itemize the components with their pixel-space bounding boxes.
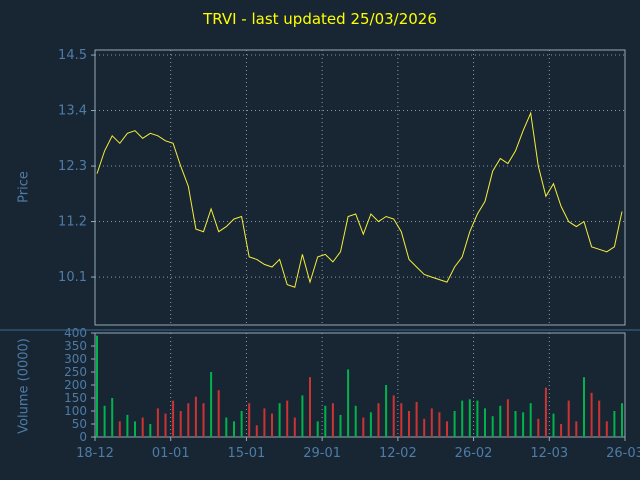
volume-bar: [316, 421, 319, 437]
price-line: [96, 111, 623, 288]
volume-bar: [552, 413, 555, 437]
volume-bar: [506, 399, 509, 437]
volume-bar: [476, 400, 479, 437]
chart-title: TRVI - last updated 25/03/2026: [203, 10, 437, 28]
volume-tick-label: 250: [64, 365, 87, 379]
volume-bar: [453, 411, 456, 437]
volume-bar: [392, 395, 395, 437]
volume-bar: [499, 405, 502, 437]
x-tick-label: 26-02: [455, 446, 493, 461]
volume-bar: [438, 412, 441, 437]
volume-bar: [172, 400, 175, 437]
volume-bar: [583, 377, 585, 437]
volume-bar: [446, 421, 448, 437]
volume-bar: [225, 417, 228, 437]
volume-bar: [468, 399, 471, 437]
volume-bar: [164, 413, 167, 437]
volume-bar: [134, 421, 136, 437]
volume-bar: [544, 387, 547, 437]
volume-bar: [377, 403, 380, 437]
volume-bar: [514, 411, 517, 437]
x-tick-label: 18-12: [76, 446, 114, 461]
price-tick-label: 14.5: [58, 48, 87, 63]
volume-bar: [179, 411, 182, 437]
volume-bar: [567, 400, 570, 437]
volume-bar: [400, 403, 403, 437]
x-tick-label: 01-01: [152, 446, 190, 461]
x-tick-label: 29-01: [303, 446, 341, 461]
price-tick-label: 11.2: [58, 215, 87, 230]
volume-bar: [369, 412, 372, 437]
volume-bar: [430, 408, 433, 437]
volume-bar: [187, 403, 190, 437]
x-tick-label: 15-01: [228, 446, 266, 461]
volume-bar: [149, 424, 152, 437]
x-tick-label: 26-03: [606, 446, 640, 461]
volume-bar: [111, 398, 114, 437]
x-tick-label: 12-03: [530, 446, 568, 461]
x-tick-label: 12-02: [379, 446, 417, 461]
volume-bar: [415, 401, 418, 437]
volume-bar: [271, 413, 273, 437]
volume-panel-frame: [94, 332, 626, 438]
volume-bar: [278, 403, 281, 437]
volume-bar: [529, 403, 532, 437]
volume-bar: [248, 403, 251, 437]
volume-bar: [491, 416, 494, 437]
price-tick-label: 12.3: [58, 159, 87, 174]
volume-bar: [484, 408, 486, 437]
volume-bar: [408, 411, 410, 437]
volume-tick-label: 350: [64, 339, 87, 353]
volume-tick-label: 100: [64, 404, 87, 418]
volume-tick-label: 150: [64, 391, 87, 405]
volume-bar: [598, 400, 601, 437]
volume-bar: [590, 392, 593, 437]
volume-bar: [202, 403, 205, 437]
volume-bar: [301, 395, 304, 437]
volume-bar: [156, 408, 159, 437]
volume-tick-label: 200: [64, 378, 87, 392]
volume-bar: [240, 411, 243, 437]
volume-bar: [96, 335, 98, 437]
volume-bar: [286, 400, 289, 437]
volume-tick-label: 400: [64, 326, 87, 340]
volume-bar: [347, 369, 350, 437]
volume-tick-label: 50: [72, 417, 87, 431]
volume-tick-label: 300: [64, 352, 87, 366]
volume-bar: [233, 421, 235, 437]
volume-bar: [613, 411, 616, 437]
volume-bar: [309, 377, 311, 437]
price-tick-label: 10.1: [58, 270, 87, 285]
volume-bar: [605, 421, 608, 437]
volume-bar: [354, 405, 357, 437]
volume-bar: [560, 424, 563, 437]
price-panel-frame: [94, 49, 626, 326]
volume-bar: [362, 417, 365, 437]
volume-bar: [331, 403, 334, 437]
volume-bar: [263, 408, 266, 437]
volume-bar: [210, 372, 213, 437]
volume-bar: [385, 385, 388, 437]
volume-bar: [621, 403, 623, 437]
volume-bar: [575, 421, 578, 437]
volume-bar: [537, 418, 540, 437]
volume-bar: [118, 421, 121, 437]
volume-bar: [217, 390, 220, 437]
volume-bar: [339, 414, 342, 437]
volume-bar: [194, 396, 197, 437]
volume-bar: [141, 417, 144, 437]
volume-bar: [103, 405, 106, 437]
volume-bar: [461, 400, 464, 437]
volume-bar: [522, 412, 525, 437]
volume-bar: [324, 405, 327, 437]
volume-bar: [423, 418, 426, 437]
volume-bar: [293, 417, 296, 437]
volume-bar: [255, 425, 258, 437]
volume-bar: [126, 414, 129, 437]
volume-tick-label: 0: [79, 430, 87, 444]
price-tick-label: 13.4: [58, 104, 87, 119]
